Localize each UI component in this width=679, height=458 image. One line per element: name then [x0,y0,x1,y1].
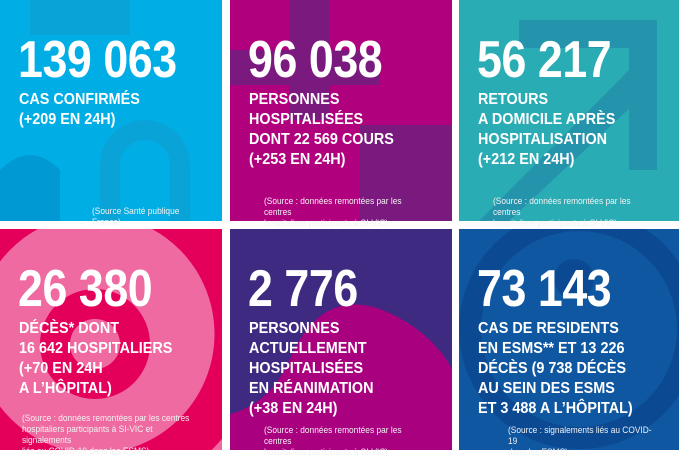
decorative-digits [0,0,222,221]
source-note: (Source : données remontées par les cent… [493,196,631,229]
tile-home-returns: 56 217 RETOURS A DOMICILE APRÈS HOSPITAL… [459,0,679,229]
source-note: (Source : signalements liés au COVID-19 … [508,425,652,458]
wave-shape [230,229,452,450]
stat-label: CAS DE RESIDENTS EN ESMS** ET 13 226 DÉC… [478,320,633,417]
stat-label: RETOURS A DOMICILE APRÈS HOSPITALISATION… [478,91,616,168]
stat-number: 73 143 [477,260,612,318]
stat-label: DÉCÈS* DONT 16 642 HOSPITALIERS (+70 EN … [19,320,173,397]
stat-label: PERSONNES ACTUELLEMENT HOSPITALISÉES EN … [249,320,374,417]
tile-deaths: 26 380 DÉCÈS* DONT 16 642 HOSPITALIERS (… [0,229,222,457]
stat-number: 2 776 [248,260,358,318]
source-note: (Source : données remontées par les cent… [264,196,402,229]
stat-label: PERSONNES HOSPITALISÉES DONT 22 569 COUR… [249,91,394,168]
stat-number: 56 217 [477,31,612,89]
tile-esms-residents: 73 143 CAS DE RESIDENTS EN ESMS** ET 13 … [459,229,679,458]
info-icon [459,229,679,450]
tile-confirmed-cases: 139 063 CAS CONFIRMÉS (+209 EN 24H) (Sou… [0,0,222,228]
tile-hospitalized-total: 96 038 PERSONNES HOSPITALISÉES DONT 22 5… [230,0,452,229]
arrow-shape [459,0,679,221]
tile-icu: 2 776 PERSONNES ACTUELLEMENT HOSPITALISÉ… [230,229,452,458]
stat-number: 139 063 [18,31,177,89]
source-note: (Source : données remontées par les cent… [264,425,402,458]
stat-number: 26 380 [18,260,153,318]
cross-shape [230,0,452,221]
target-circle [0,229,222,450]
stat-number: 96 038 [248,31,383,89]
stat-label: CAS CONFIRMÉS (+209 EN 24H) [19,91,140,128]
source-note: (Source Santé publique France) [92,206,180,228]
source-note: (Source : données remontées par les cent… [22,413,190,457]
